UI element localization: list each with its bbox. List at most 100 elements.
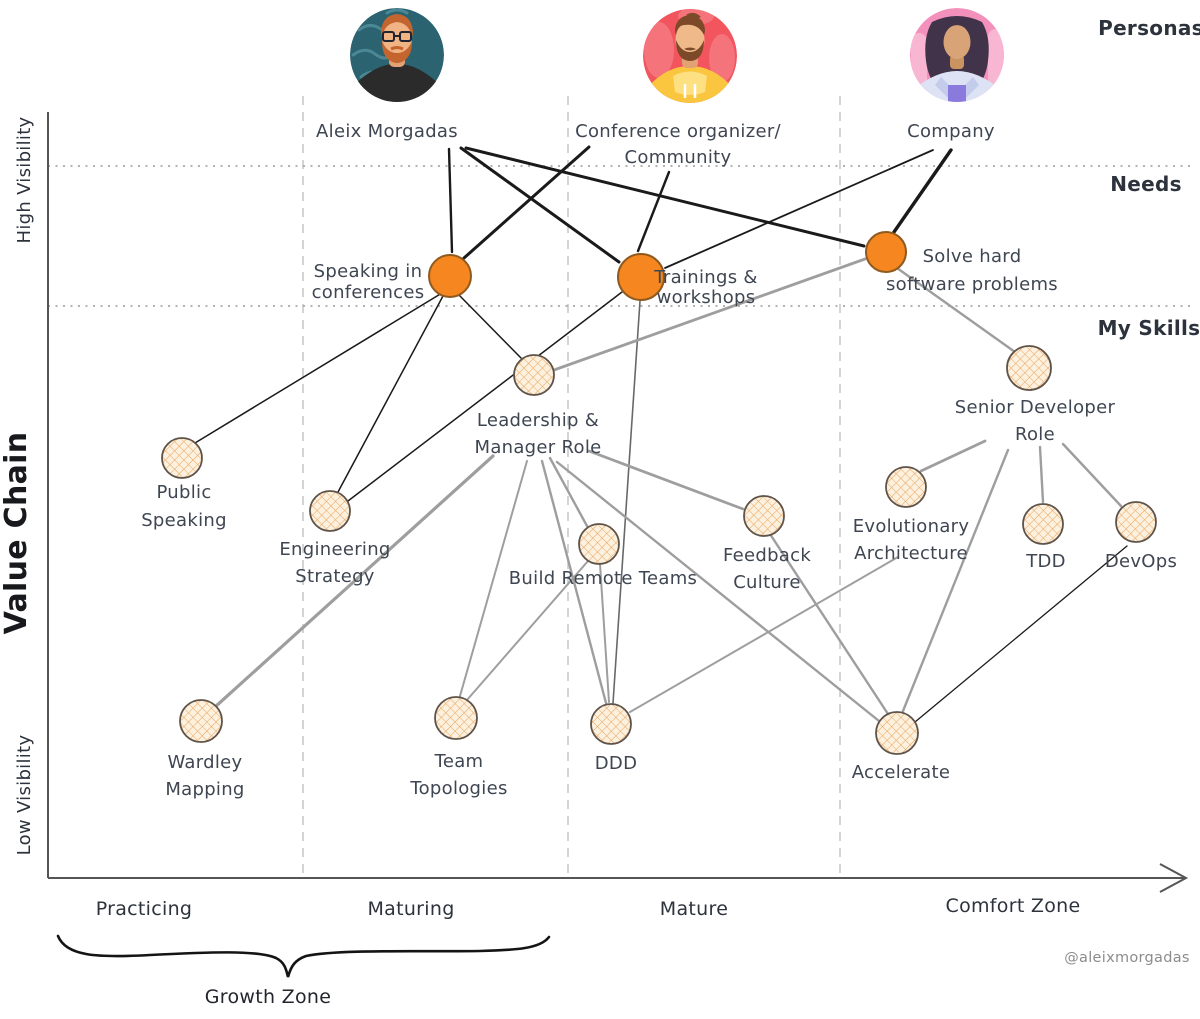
skill-ddd: DDD bbox=[590, 703, 637, 774]
edge-senior-developer-role--tdd bbox=[1038, 445, 1045, 504]
persona-label-aleix-morgadas: Aleix Morgadas bbox=[316, 121, 458, 142]
need-label-trainings-workshops: Trainings & workshops bbox=[653, 267, 757, 308]
edge-solve-hard-software-problems--senior-developer-role bbox=[895, 266, 1017, 354]
edge-senior-developer-role--accelerate bbox=[901, 448, 1010, 713]
skill-node-tdd bbox=[1022, 503, 1064, 545]
skill-accelerate: Accelerate bbox=[852, 711, 951, 783]
skill-label-engineering-strategy: Engineering Strategy bbox=[279, 539, 390, 587]
skill-label-ddd: DDD bbox=[595, 753, 637, 774]
skill-label-build-remote-teams: Build Remote Teams bbox=[509, 568, 697, 589]
x-axis-arrowhead bbox=[1159, 863, 1189, 893]
avatar-company-icon bbox=[910, 8, 1004, 102]
edge-senior-developer-role--evolutionary-architecture bbox=[919, 439, 987, 473]
skill-team-topologies: Team Topologies bbox=[409, 696, 507, 799]
skill-engineering-strategy: Engineering Strategy bbox=[279, 490, 390, 587]
skill-label-team-topologies: Team Topologies bbox=[409, 751, 507, 799]
edge-build-remote-teams--ddd bbox=[599, 563, 610, 703]
need-solve-hard-software-problems: Solve hard software problems bbox=[865, 231, 1058, 295]
need-trainings-workshops: Trainings & workshops bbox=[617, 253, 757, 308]
edge-speaking-in-conferences--leadership-manager-role bbox=[458, 294, 522, 359]
skill-build-remote-teams: Build Remote Teams bbox=[509, 523, 697, 589]
skill-label-public-speaking: Public Speaking bbox=[141, 482, 227, 531]
skill-node-wardley-mapping bbox=[179, 699, 223, 743]
edge-aleix-morgadas--solve-hard-software-problems bbox=[464, 146, 866, 248]
skill-devops: DevOps bbox=[1105, 501, 1177, 572]
x-axis-tick-maturing: Maturing bbox=[367, 898, 454, 920]
edge-company--solve-hard-software-problems bbox=[892, 148, 953, 234]
edge-build-remote-teams--team-topologies bbox=[466, 560, 589, 701]
edge-speaking-in-conferences--engineering-strategy bbox=[337, 295, 444, 493]
need-label-solve-hard-software-problems: Solve hard software problems bbox=[886, 246, 1058, 295]
skill-wardley-mapping: Wardley Mapping bbox=[165, 699, 244, 800]
skill-node-evolutionary-architecture bbox=[885, 466, 927, 508]
persona-label-company: Company bbox=[907, 121, 995, 142]
edge-trainings-workshops--ddd bbox=[612, 300, 641, 704]
edge-leadership-manager-role--feedback-culture bbox=[587, 449, 745, 511]
need-speaking-in-conferences: Speaking in conferences bbox=[312, 254, 472, 303]
edge-company--trainings-workshops bbox=[664, 149, 934, 269]
skill-node-ddd bbox=[590, 703, 632, 745]
need-node-solve-hard-software-problems bbox=[865, 231, 907, 273]
edge-devops--accelerate bbox=[914, 545, 1128, 723]
skill-leadership-manager-role: Leadership & Manager Role bbox=[474, 354, 601, 458]
edge-aleix-morgadas--speaking-in-conferences bbox=[447, 147, 454, 254]
skill-label-devops: DevOps bbox=[1105, 551, 1177, 572]
x-axis-tick-practicing: Practicing bbox=[96, 898, 193, 920]
persona-company: Company bbox=[907, 8, 1004, 142]
edge-feedback-culture--accelerate bbox=[768, 532, 890, 716]
y-axis-low-visibility-label: Low Visibility bbox=[14, 735, 35, 856]
edge-conference-community--trainings-workshops bbox=[636, 170, 671, 253]
skill-node-team-topologies bbox=[434, 696, 478, 740]
edge-aleix-morgadas--trainings-workshops bbox=[459, 146, 621, 264]
layer-label-personas: Personas bbox=[1098, 16, 1200, 40]
skill-evolutionary-architecture: Evolutionary Architecture bbox=[853, 466, 970, 564]
avatar-aleix-morgadas-icon bbox=[350, 8, 444, 102]
edge-leadership-manager-role--wardley-mapping bbox=[213, 454, 495, 709]
skill-label-feedback-culture: Feedback Culture bbox=[723, 545, 811, 593]
layer-label-my-skills: My Skills bbox=[1098, 316, 1200, 340]
skill-node-build-remote-teams bbox=[578, 523, 620, 565]
edge-leadership-manager-role--ddd bbox=[540, 459, 608, 705]
skill-tdd: TDD bbox=[1022, 503, 1066, 572]
avatar-conference-community-icon bbox=[643, 9, 737, 103]
axes bbox=[47, 112, 1189, 893]
need-label-speaking-in-conferences: Speaking in conferences bbox=[312, 261, 425, 303]
growth-zone-label: Growth Zone bbox=[205, 986, 332, 1008]
skill-senior-developer-role: Senior Developer Role bbox=[955, 345, 1116, 445]
edge-trainings-workshops--engineering-strategy bbox=[347, 291, 623, 502]
growth-zone-brace bbox=[56, 934, 551, 978]
edge-evolutionary-architecture--ddd bbox=[629, 556, 899, 713]
watermark: @aleixmorgadas bbox=[1064, 950, 1190, 966]
persona-conference-community: Conference organizer/Community bbox=[575, 9, 781, 168]
skill-public-speaking: Public Speaking bbox=[141, 437, 227, 531]
skill-label-evolutionary-architecture: Evolutionary Architecture bbox=[853, 516, 970, 564]
skill-label-leadership-manager-role: Leadership & Manager Role bbox=[474, 410, 601, 458]
skill-node-senior-developer-role bbox=[1006, 345, 1052, 391]
skill-label-tdd: TDD bbox=[1025, 551, 1066, 572]
edges bbox=[194, 145, 1128, 723]
skill-node-engineering-strategy bbox=[309, 490, 351, 532]
skill-label-accelerate: Accelerate bbox=[852, 762, 951, 783]
need-node-speaking-in-conferences bbox=[428, 254, 472, 298]
skill-node-accelerate bbox=[875, 711, 919, 755]
need-node-trainings-workshops bbox=[617, 253, 665, 301]
skill-feedback-culture: Feedback Culture bbox=[723, 495, 811, 593]
y-axis-title: Value Chain bbox=[0, 432, 34, 635]
edge-leadership-manager-role--accelerate bbox=[555, 460, 881, 723]
skill-label-wardley-mapping: Wardley Mapping bbox=[165, 752, 244, 800]
persona-label-conference-community: Conference organizer/Community bbox=[575, 121, 781, 168]
edge-senior-developer-role--devops bbox=[1061, 442, 1123, 508]
y-axis-high-visibility-label: High Visibility bbox=[14, 116, 35, 243]
edge-solve-hard-software-problems--leadership-manager-role bbox=[552, 257, 867, 372]
skill-node-public-speaking bbox=[161, 437, 203, 479]
skill-node-devops bbox=[1115, 501, 1157, 543]
edge-leadership-manager-role--team-topologies bbox=[459, 460, 528, 697]
x-axis-tick-mature: Mature bbox=[660, 898, 728, 920]
edge-speaking-in-conferences--public-speaking bbox=[194, 292, 443, 444]
layer-label-needs: Needs bbox=[1110, 172, 1182, 196]
edge-leadership-manager-role--build-remote-teams bbox=[548, 456, 589, 528]
skill-label-senior-developer-role: Senior Developer Role bbox=[955, 397, 1116, 445]
persona-aleix-morgadas: Aleix Morgadas bbox=[316, 8, 458, 142]
